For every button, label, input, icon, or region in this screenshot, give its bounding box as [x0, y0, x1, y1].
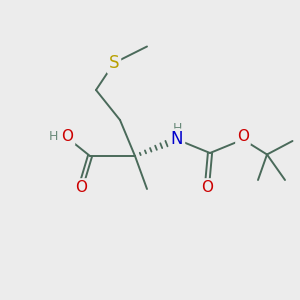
Text: H: H	[172, 122, 182, 135]
Text: S: S	[109, 54, 119, 72]
Text: O: O	[61, 129, 74, 144]
Text: O: O	[237, 129, 249, 144]
Text: N: N	[171, 130, 183, 148]
Text: O: O	[201, 180, 213, 195]
Text: O: O	[75, 180, 87, 195]
Text: H: H	[48, 130, 58, 143]
